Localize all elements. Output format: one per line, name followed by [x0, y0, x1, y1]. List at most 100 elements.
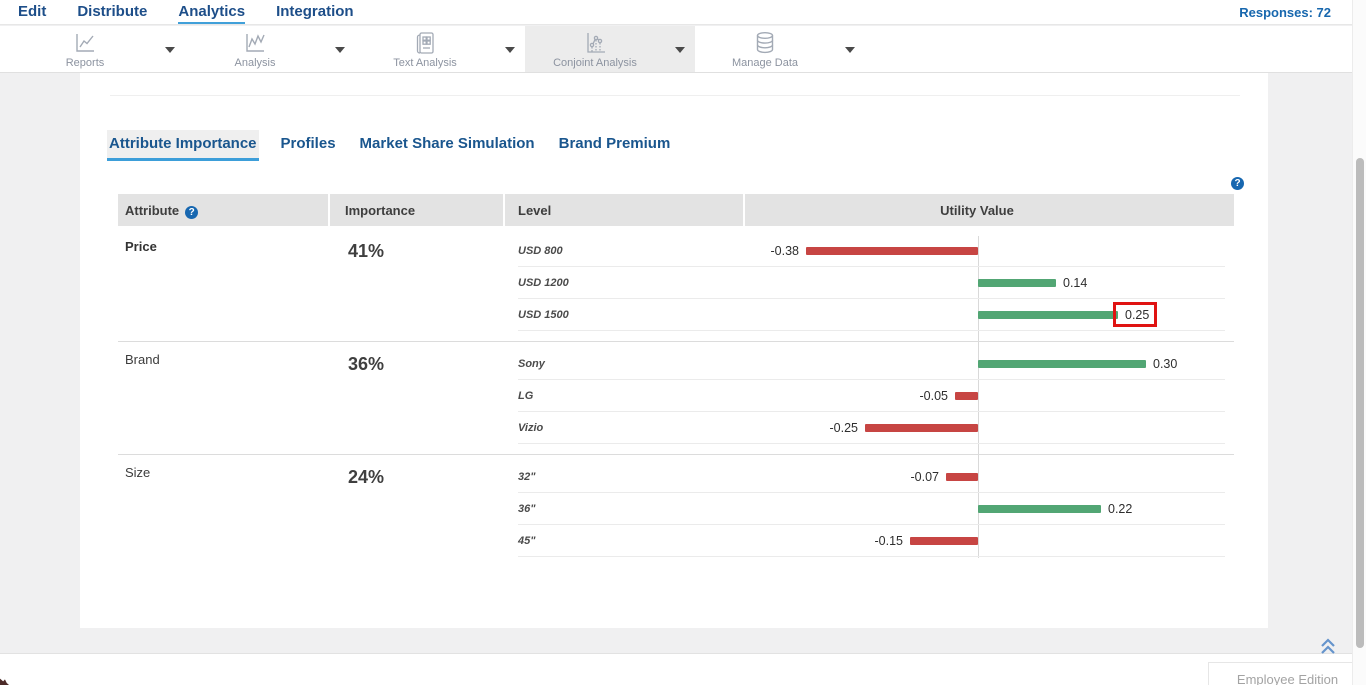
level-row-sony: Sony 0.30 [118, 348, 1234, 380]
utility-value-label: -0.25 [829, 421, 859, 435]
toolbar-label: Conjoint Analysis [553, 56, 637, 69]
utility-value-label: -0.07 [910, 470, 940, 484]
chart-axis [978, 236, 979, 558]
database-icon [752, 30, 778, 56]
utility-bar [978, 505, 1101, 513]
attribute-group-price: Price 41% USD 800 -0.38 USD 1200 0.14 US… [118, 229, 1234, 341]
dropdown-caret-icon[interactable] [675, 47, 685, 53]
annotation-highlight-box [1113, 302, 1157, 327]
attribute-name: Price [125, 239, 157, 254]
toolbar-label: Reports [65, 56, 105, 69]
utility-bar [978, 311, 1118, 319]
utility-value-label: 0.30 [1153, 357, 1178, 371]
nav-item-distribute[interactable]: Distribute [77, 2, 148, 20]
column-header-level: Level [505, 194, 745, 226]
dropdown-caret-icon[interactable] [505, 47, 515, 53]
conjoint-chart-icon [582, 30, 608, 56]
conjoint-tabs: Attribute Importance Profiles Market Share… [107, 130, 672, 161]
level-row-45: 45" -0.15 [118, 525, 1234, 557]
toolbar-button-reports[interactable]: Reports [15, 30, 155, 69]
tab-market-share-simulation[interactable]: Market Share Simulation [359, 135, 535, 152]
level-name: 36" [518, 503, 536, 515]
toolbar-button-analysis[interactable]: Analysis [185, 30, 325, 69]
utility-value-label: 0.22 [1108, 502, 1133, 516]
utility-value-label: -0.38 [770, 244, 800, 258]
scrollbar-thumb[interactable] [1356, 158, 1364, 648]
tab-brand-premium[interactable]: Brand Premium [558, 135, 671, 152]
tab-profiles[interactable]: Profiles [280, 135, 336, 152]
level-name: 32" [518, 471, 536, 483]
toolbar-label: Analysis [234, 56, 276, 69]
attribute-importance-table: Attribute ? Importance Level Utility Val… [118, 194, 1234, 567]
nav-item-edit[interactable]: Edit [18, 2, 47, 20]
dropdown-caret-icon[interactable] [165, 47, 175, 53]
responses-count[interactable]: Responses: 72 [1239, 4, 1331, 20]
nav-item-analytics[interactable]: Analytics [178, 0, 246, 24]
dropdown-caret-icon[interactable] [845, 47, 855, 53]
utility-bar [978, 279, 1056, 287]
column-header-importance: Importance [330, 194, 505, 226]
table-help-icon[interactable]: ? [1231, 177, 1244, 190]
attribute-group-size: Size 24% 32" -0.07 36" 0.22 45" -0.15 [118, 454, 1234, 567]
chevrons-up-icon [1321, 638, 1335, 654]
utility-bar [865, 424, 978, 432]
toolbar-label: Manage Data [731, 56, 799, 69]
analysis-chart-icon [242, 30, 268, 56]
level-name: Vizio [518, 422, 544, 434]
vertical-scrollbar [1352, 0, 1366, 685]
utility-value-label: 0.25 [1125, 308, 1150, 322]
level-row-vizio: Vizio -0.25 [118, 412, 1234, 444]
level-row-36: 36" 0.22 [118, 493, 1234, 525]
utility-value-label: -0.15 [874, 534, 904, 548]
tab-attribute-importance[interactable]: Attribute Importance [107, 130, 259, 161]
importance-value: 41% [348, 241, 385, 261]
utility-bar [946, 473, 978, 481]
importance-value: 24% [348, 467, 385, 487]
utility-value-label: 0.14 [1063, 276, 1088, 290]
edition-label: Employee Edition [1236, 672, 1339, 685]
utility-bar [978, 360, 1146, 368]
attribute-help-icon[interactable]: ? [185, 205, 199, 219]
dropdown-caret-icon[interactable] [335, 47, 345, 53]
top-nav: Edit Distribute Analytics Integration Respo… [0, 0, 1352, 25]
level-name: 45" [518, 535, 536, 547]
level-name: USD 800 [518, 245, 563, 257]
column-header-attribute: Attribute ? [118, 194, 330, 226]
table-header-row: Attribute ? Importance Level Utility Val… [118, 194, 1234, 226]
toolbar-button-text-analysis[interactable]: Text Analysis [355, 30, 495, 69]
toolbar-section-analysis: Analysis [185, 26, 355, 72]
analytics-toolbar: Reports Analysis Text Analysis Conjoint … [0, 26, 1352, 73]
importance-value: 36% [348, 354, 385, 374]
scroll-to-top-button[interactable] [1318, 636, 1338, 656]
level-row-usd-1200: USD 1200 0.14 [118, 267, 1234, 299]
level-row-32: 32" -0.07 [118, 461, 1234, 493]
level-row-usd-1500: USD 1500 0.25 [118, 299, 1234, 331]
level-name: USD 1500 [518, 309, 569, 321]
reports-chart-icon [72, 30, 98, 56]
level-row-usd-800: USD 800 -0.38 [118, 235, 1234, 267]
edition-badge: Employee Edition [1208, 662, 1366, 685]
utility-bar [955, 392, 978, 400]
toolbar-button-conjoint-analysis[interactable]: Conjoint Analysis [525, 30, 665, 69]
footer-bar [0, 653, 1366, 685]
card-divider [110, 95, 1240, 96]
toolbar-section-manage-data: Manage Data [695, 26, 865, 72]
column-header-utility-value: Utility Value [745, 194, 1234, 226]
attribute-name: Brand [125, 352, 160, 367]
conjoint-analysis-card: Attribute Importance Profiles Market Share… [80, 73, 1268, 628]
level-row-lg: LG -0.05 [118, 380, 1234, 412]
text-analysis-icon [412, 30, 438, 56]
toolbar-section-conjoint-analysis: Conjoint Analysis [525, 26, 695, 72]
table-body: Price 41% USD 800 -0.38 USD 1200 0.14 US… [118, 229, 1234, 567]
level-name: LG [518, 390, 534, 402]
toolbar-label: Text Analysis [393, 56, 457, 69]
level-name: Sony [518, 358, 545, 370]
attribute-name: Size [125, 465, 151, 480]
utility-bar [910, 537, 978, 545]
toolbar-section-text-analysis: Text Analysis [355, 26, 525, 72]
corner-artifact [0, 678, 9, 685]
nav-item-integration[interactable]: Integration [276, 2, 354, 20]
toolbar-button-manage-data[interactable]: Manage Data [695, 30, 835, 69]
level-name: USD 1200 [518, 277, 569, 289]
attribute-group-brand: Brand 36% Sony 0.30 LG -0.05 Vizio -0.25 [118, 341, 1234, 454]
